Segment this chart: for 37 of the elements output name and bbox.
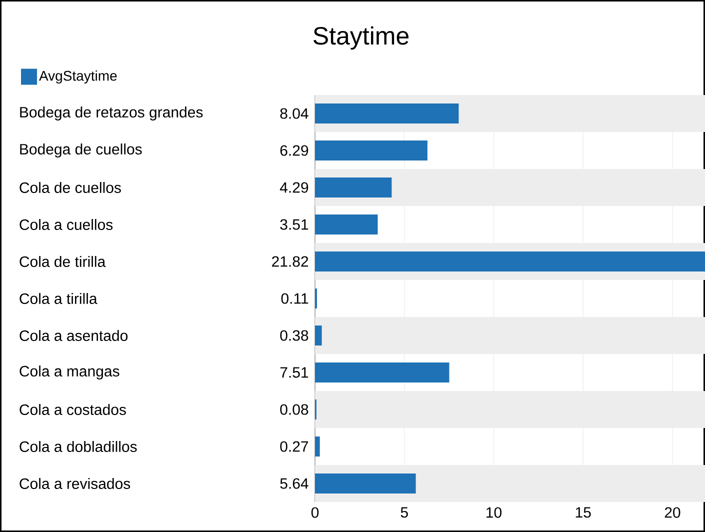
y-tick-label: Cola a tirilla [20,292,98,304]
data-label: 3.51 [280,219,308,230]
data-label: 4.29 [280,182,308,193]
data-label: 21.82 [272,256,308,267]
bar [315,178,392,198]
y-tick-label: Cola de tirilla [20,256,106,268]
y-tick-label: Cola a asentado [20,330,128,342]
bar [315,436,320,457]
data-label: 5.64 [280,478,308,489]
y-tick-label: Cola a cuellos [20,218,113,230]
chart-title: Staytime [314,26,409,50]
bar [315,140,428,160]
data-label: 0.38 [280,330,308,341]
y-tick-label: Cola a mangas [20,366,120,380]
x-tick-label: 15 [576,507,591,518]
x-tick-label: 20 [664,507,680,518]
y-tick-label: Cola de cuellos [20,182,121,194]
bar [315,474,416,494]
bar [315,104,459,124]
x-tick-label: 5 [400,507,408,518]
data-label: 0.11 [281,293,308,304]
y-tick-label: Cola a costados [20,404,126,416]
legend-label: AvgStaytime [39,70,117,84]
x-tick-label: 0 [311,507,319,518]
data-label: 0.27 [280,441,308,452]
y-tick-label: Cola a revisados [20,478,130,490]
data-label: 6.29 [280,145,308,156]
bar [315,362,450,383]
x-tick-label: 10 [486,507,502,518]
data-label: 7.51 [280,367,308,378]
y-tick-label: Bodega de cuellos [20,144,142,158]
bar [315,326,322,346]
data-label: 0.08 [280,404,308,415]
y-tick-label: Cola a dobladillos [20,440,137,452]
bar [315,214,378,235]
y-tick-label: Bodega de retazos grandes [20,106,203,120]
data-label: 8.04 [280,108,308,119]
